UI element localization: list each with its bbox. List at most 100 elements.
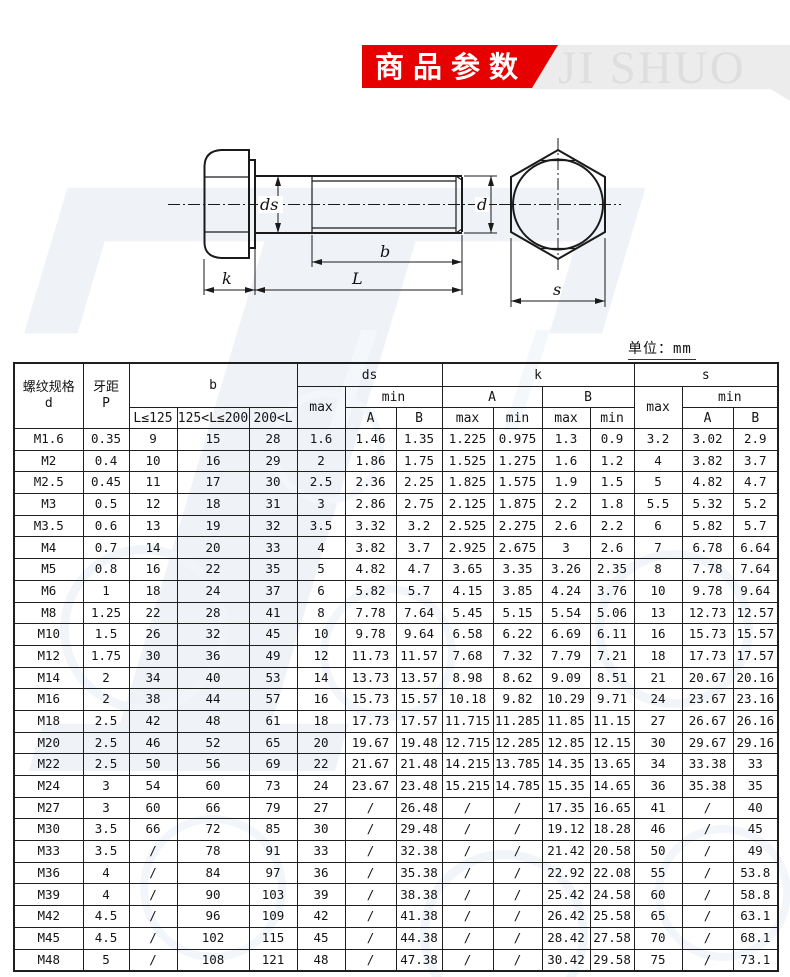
cell: 27	[296, 796, 346, 820]
cell: M16	[13, 688, 84, 711]
cell: 11.57	[395, 644, 443, 668]
col-header-k-b: B	[541, 386, 635, 408]
cell: 7	[633, 536, 683, 560]
cell: 14	[128, 536, 178, 560]
cell: 2.5	[82, 731, 130, 755]
cell: 18	[176, 493, 250, 516]
cell: 4	[82, 861, 130, 885]
col-header-s-min-b: B	[732, 407, 779, 429]
table-row: M2 0.4 10 16 29 2 1.86 1.75 1.525 1.275 1.6 1.2 4 3.8…	[13, 449, 779, 473]
cell: /	[128, 905, 178, 928]
end-chamfer	[455, 175, 463, 181]
label-backing	[475, 197, 489, 212]
cell: 32	[176, 623, 250, 646]
cell: /	[344, 818, 397, 842]
cell: 11.85	[541, 709, 591, 733]
cell: 5.54	[541, 601, 591, 625]
cell: 3.7	[732, 449, 779, 473]
cell: 55	[633, 861, 683, 885]
cell: 63.1	[732, 905, 779, 928]
cell: 23.48	[395, 775, 443, 798]
cell: 69	[248, 753, 298, 776]
cell: M20	[13, 731, 84, 755]
cell: 1.5	[589, 471, 635, 495]
k-label: k	[222, 269, 232, 288]
cell: 0.4	[82, 449, 130, 473]
cell: 19.48	[395, 731, 443, 755]
cell: 22	[128, 601, 178, 625]
cell: M39	[13, 883, 84, 907]
cell: 53	[248, 666, 298, 690]
cell: 7.64	[395, 601, 443, 625]
cell: 19.12	[541, 818, 591, 842]
cell: /	[128, 948, 178, 972]
cell: 8.98	[441, 666, 494, 690]
cell: 26	[128, 623, 178, 646]
cell: 35	[732, 775, 779, 798]
cell: 36	[296, 861, 346, 885]
cell: 5.7	[732, 514, 779, 538]
cell: 10	[296, 623, 346, 646]
cell: 103	[248, 883, 298, 907]
cell: 9.78	[681, 579, 734, 603]
label-backing	[258, 196, 283, 213]
cell: 3	[541, 536, 591, 560]
col-header-ds-min-b: B	[395, 407, 443, 429]
cell: M18	[13, 709, 84, 733]
cell: 53.8	[732, 861, 779, 885]
cell: 1.575	[492, 471, 543, 495]
cell: 2.9	[732, 428, 779, 451]
cell: 5.82	[681, 514, 734, 538]
cell: 13	[128, 514, 178, 538]
cell: 0.6	[82, 514, 130, 538]
cell: 29	[248, 449, 298, 473]
cell: 38	[128, 688, 178, 711]
cell: 6.64	[732, 536, 779, 560]
cell: M48	[13, 948, 84, 972]
cell: M12	[13, 644, 84, 668]
cell: 5	[82, 948, 130, 972]
cell: 46	[128, 731, 178, 755]
section-banner: 商品参数	[362, 45, 558, 88]
param-table: 螺纹规格 d 牙距 P b ds k s max min A B max min	[13, 362, 780, 973]
cell: 1.6	[296, 428, 346, 451]
cell: 22.92	[541, 861, 591, 885]
cell: 28.42	[541, 926, 591, 950]
cell: 7.79	[541, 644, 591, 668]
cell: 2.5	[82, 753, 130, 776]
cell: 33	[732, 753, 779, 776]
cell: 1.86	[344, 449, 397, 473]
table-row: M36 4/84 97 36/35.38//22.92 22.08 55/53.8	[13, 861, 779, 885]
cell: /	[492, 796, 543, 820]
cell: 2.36	[344, 471, 397, 495]
cell: 1.275	[492, 449, 543, 473]
cell: 5.06	[589, 601, 635, 625]
cell: /	[492, 948, 543, 972]
cell: 7.21	[589, 644, 635, 668]
col-header-b-range3: 200<L	[248, 407, 298, 429]
cell: 15.35	[541, 775, 591, 798]
cell: 3.2	[395, 514, 443, 538]
cell: 108	[176, 948, 250, 972]
cell: /	[128, 840, 178, 863]
cell: M4	[13, 536, 84, 560]
cell: 6	[633, 514, 683, 538]
table-row: M48 5/108 121 48/47.38//30.42 29.58 75/73.1	[13, 948, 779, 972]
cell: 4.24	[541, 579, 591, 603]
cell: 72	[176, 818, 250, 842]
cell: 50	[633, 840, 683, 863]
cell: 32.38	[395, 840, 443, 863]
cell: 91	[248, 840, 298, 863]
cell: 3.5	[82, 818, 130, 842]
cell: 1.525	[441, 449, 494, 473]
cell: 23.67	[344, 775, 397, 798]
cell: 3.2	[633, 428, 683, 451]
cell: 4.5	[82, 926, 130, 950]
cell: /	[344, 861, 397, 885]
cell: 2.35	[589, 558, 635, 581]
cell: 17.35	[541, 796, 591, 820]
cell: 3.82	[344, 536, 397, 560]
cell: M42	[13, 905, 84, 928]
cell: 2.6	[541, 514, 591, 538]
cell: 9.64	[732, 579, 779, 603]
